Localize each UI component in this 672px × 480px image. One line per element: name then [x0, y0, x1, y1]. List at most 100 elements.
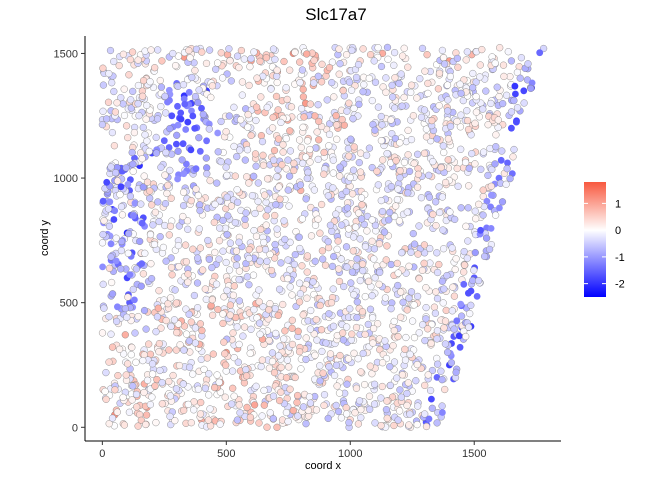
data-point	[274, 311, 282, 320]
data-point	[255, 286, 263, 294]
data-point	[370, 255, 378, 263]
data-point	[316, 362, 324, 370]
data-point	[390, 327, 398, 335]
data-point	[464, 116, 472, 125]
data-point	[504, 159, 511, 167]
data-point	[213, 280, 221, 288]
data-point	[99, 64, 107, 72]
data-point	[276, 342, 284, 350]
data-point	[131, 296, 138, 304]
data-point	[294, 412, 302, 420]
data-point	[282, 408, 291, 417]
data-point	[182, 241, 190, 249]
data-point	[268, 349, 277, 357]
data-point	[155, 348, 163, 356]
data-point	[117, 183, 125, 191]
data-point	[365, 277, 373, 285]
data-point	[235, 267, 244, 275]
data-point	[162, 109, 170, 117]
data-point	[377, 394, 385, 402]
data-point	[374, 181, 382, 189]
data-point	[422, 125, 431, 133]
data-point	[428, 404, 436, 412]
data-point	[487, 99, 495, 108]
data-point	[389, 342, 397, 350]
data-point	[359, 349, 367, 358]
data-point	[359, 267, 367, 275]
data-point	[232, 247, 241, 255]
data-point	[281, 327, 289, 335]
data-point	[353, 255, 361, 263]
data-point	[354, 355, 362, 363]
data-point	[222, 163, 230, 171]
data-point	[141, 131, 149, 139]
data-point	[273, 225, 281, 233]
data-point	[208, 264, 216, 272]
data-point	[194, 254, 202, 262]
data-point	[389, 93, 397, 101]
data-point	[393, 196, 402, 204]
data-point	[336, 163, 344, 171]
data-point	[245, 179, 253, 187]
data-point	[494, 116, 502, 124]
data-point	[328, 262, 337, 271]
data-point	[433, 419, 441, 427]
data-point	[397, 313, 405, 321]
data-point	[357, 368, 365, 376]
data-point	[325, 142, 333, 150]
data-point	[134, 422, 142, 430]
data-point	[204, 236, 212, 245]
data-point	[386, 363, 394, 371]
data-point	[209, 350, 217, 358]
data-point	[294, 391, 302, 400]
data-point	[306, 158, 314, 166]
data-point	[391, 48, 399, 57]
data-point	[123, 313, 131, 321]
data-point	[407, 88, 415, 97]
data-point	[331, 371, 339, 380]
data-point	[320, 170, 328, 178]
data-point	[400, 44, 408, 52]
data-point	[283, 95, 291, 104]
data-point	[460, 280, 468, 288]
data-point	[516, 74, 524, 82]
data-point	[199, 110, 207, 119]
data-point	[383, 150, 391, 158]
data-point	[206, 405, 214, 413]
data-point	[434, 85, 443, 93]
data-point	[302, 355, 310, 364]
data-point	[262, 221, 270, 229]
data-point	[440, 324, 448, 332]
data-point	[183, 217, 192, 225]
data-point	[415, 222, 423, 230]
data-point	[174, 102, 181, 110]
data-point	[462, 332, 470, 341]
data-point	[318, 78, 326, 86]
data-point	[306, 325, 315, 333]
data-point	[195, 225, 203, 233]
data-point	[140, 76, 148, 85]
data-point	[352, 223, 360, 231]
data-point	[215, 255, 223, 263]
data-point	[288, 316, 296, 324]
data-point	[486, 245, 494, 254]
data-point	[243, 273, 251, 281]
data-point	[136, 237, 144, 246]
data-point	[266, 409, 274, 417]
data-point	[164, 300, 172, 308]
data-point	[149, 221, 157, 229]
data-point	[297, 143, 305, 152]
data-point	[451, 265, 459, 274]
data-point	[492, 131, 500, 139]
data-point	[238, 91, 246, 99]
data-point	[336, 351, 344, 360]
data-point	[448, 244, 456, 252]
data-point	[151, 64, 159, 72]
data-point	[110, 142, 119, 150]
x-tick-label: 500	[217, 448, 235, 460]
data-point	[102, 115, 111, 123]
data-point	[272, 92, 281, 101]
data-point	[415, 329, 423, 337]
data-point	[350, 233, 358, 241]
data-point	[382, 256, 390, 264]
